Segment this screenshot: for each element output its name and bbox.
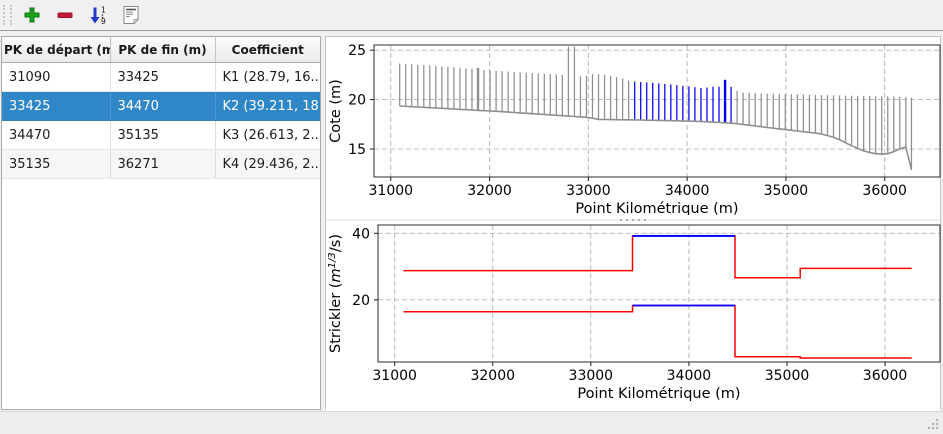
remove-coefficient-button[interactable] (52, 2, 78, 28)
cote-chart: 31000 32000 33000 34000 35000 36000 15 20 25 Poin… (326, 37, 941, 219)
svg-text:1: 1 (101, 6, 106, 15)
cell-coefficient[interactable]: K3 (26.613, 2.... (215, 120, 320, 150)
toolbar-drag-handle[interactable] (3, 5, 12, 25)
main-area: PK de départ (m) PK de fin (m) Coefficie… (0, 31, 943, 413)
x-tick-label: 31000 (369, 183, 414, 199)
plus-icon (24, 7, 40, 23)
edit-coefficient-button[interactable] (118, 2, 144, 28)
minus-icon (57, 12, 73, 18)
coefficient-table: PK de départ (m) PK de fin (m) Coefficie… (2, 37, 320, 179)
cell-pk-end[interactable]: 33425 (110, 62, 216, 92)
x-tick-label: 34000 (667, 368, 712, 384)
bed-profile-line (399, 105, 913, 170)
table-header-row: PK de départ (m) PK de fin (m) Coefficie… (2, 37, 320, 63)
column-header-pk-depart[interactable]: PK de départ (m) (2, 37, 111, 63)
plot-frame (373, 44, 941, 178)
table-row[interactable]: 34470 35135 K3 (26.613, 2.... (2, 120, 320, 150)
x-tick-label: 31000 (372, 368, 417, 384)
cell-coefficient[interactable]: K4 (29.436, 2.... (215, 149, 320, 179)
x-tick-label: 35000 (765, 368, 810, 384)
resize-grip[interactable] (936, 427, 938, 429)
toolbar: 1 9 (0, 0, 943, 31)
cell-pk-start[interactable]: 33425 (2, 91, 111, 121)
cell-pk-end[interactable]: 36271 (110, 149, 216, 179)
y-tick-label: 20 (352, 293, 370, 309)
y-tick-label: 15 (348, 142, 366, 158)
coefficient-table-panel: PK de départ (m) PK de fin (m) Coefficie… (1, 36, 321, 410)
charts-panel: 31000 32000 33000 34000 35000 36000 15 20 25 Poin… (325, 36, 941, 413)
x-tick-label: 33000 (566, 183, 611, 199)
x-tick-label: 36000 (862, 183, 907, 199)
cell-pk-start[interactable]: 34470 (2, 120, 111, 150)
y-axis-label: Strickler (m1/3/s) (327, 234, 345, 353)
strickler-step-k_major (403, 304, 912, 359)
x-tick-label: 34000 (665, 183, 710, 199)
chart-splitter[interactable] (326, 219, 940, 221)
y-tick-label: 40 (352, 226, 370, 242)
cote-chart-canvas: 31000 32000 33000 34000 35000 36000 15 20 25 Poin… (328, 43, 941, 217)
sort-button[interactable]: 1 9 (85, 2, 111, 28)
document-icon (123, 6, 139, 25)
x-tick-label: 33000 (569, 368, 614, 384)
x-tick-label: 32000 (470, 368, 515, 384)
x-tick-label: 35000 (764, 183, 809, 199)
cell-pk-end[interactable]: 34470 (110, 91, 216, 121)
svg-text:9: 9 (101, 17, 106, 25)
cell-coefficient[interactable]: K2 (39.211, 18... (215, 91, 320, 121)
x-tick-label: 32000 (467, 183, 512, 199)
sort-numeric-icon: 1 9 (90, 6, 106, 25)
strickler-chart: 31000 32000 33000 34000 35000 36000 20 40 Point … (326, 221, 941, 413)
y-tick-label: 20 (348, 93, 366, 109)
table-row[interactable]: 31090 33425 K1 (28.79, 16.... (2, 62, 320, 92)
cell-pk-end[interactable]: 35135 (110, 120, 216, 150)
x-axis-label: Point Kilométrique (m) (577, 386, 740, 402)
column-header-pk-fin[interactable]: PK de fin (m) (110, 37, 216, 63)
x-axis-label: Point Kilométrique (m) (575, 201, 738, 215)
status-bar (0, 411, 943, 434)
column-header-coefficient[interactable]: Coefficient (215, 37, 320, 63)
strickler-chart-canvas: 31000 32000 33000 34000 35000 36000 20 40 Point … (327, 224, 941, 402)
table-row[interactable]: 35135 36271 K4 (29.436, 2.... (2, 149, 320, 179)
y-axis-label: Cote (m) (328, 79, 344, 143)
cell-pk-start[interactable]: 31090 (2, 62, 111, 92)
strickler-step-k_minor (403, 235, 912, 279)
add-coefficient-button[interactable] (19, 2, 45, 28)
cell-pk-start[interactable]: 35135 (2, 149, 111, 179)
y-tick-label: 25 (348, 43, 366, 59)
table-row-selected[interactable]: 33425 34470 K2 (39.211, 18... (2, 91, 320, 121)
plot-frame (377, 224, 941, 363)
cell-coefficient[interactable]: K1 (28.79, 16.... (215, 62, 320, 92)
x-tick-label: 36000 (863, 368, 908, 384)
